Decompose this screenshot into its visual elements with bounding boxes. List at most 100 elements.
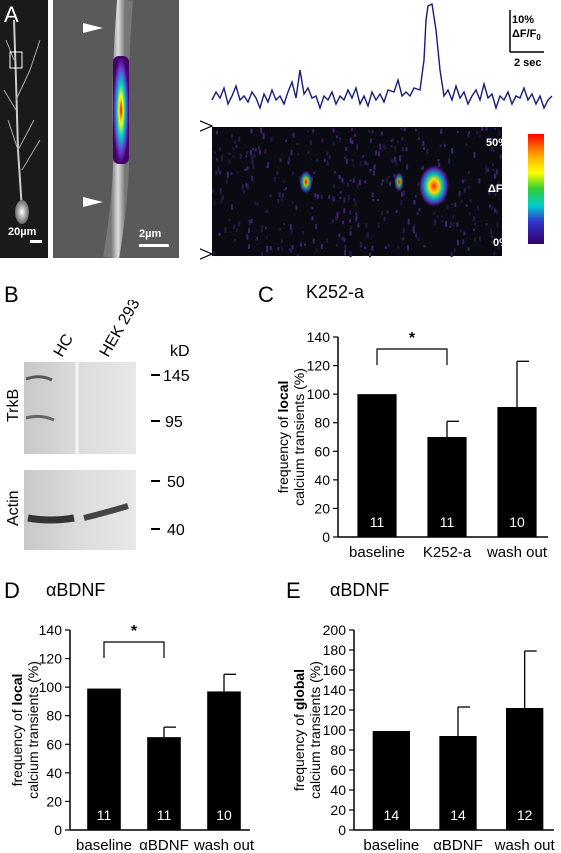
significance-star: * xyxy=(409,330,416,347)
y-axis-label-line1: frequency of global xyxy=(291,669,307,791)
bar-n-label: 14 xyxy=(384,807,400,823)
y-tick-label: 20 xyxy=(46,793,62,809)
x-tick-label: wash out xyxy=(486,544,548,561)
significance-bracket xyxy=(376,348,448,365)
y-tick-label: 120 xyxy=(307,358,331,374)
bar-n-label: 11 xyxy=(370,514,385,530)
y-tick-label: 140 xyxy=(307,329,331,345)
panel-label-b: B xyxy=(4,282,19,307)
y-tick-label: 200 xyxy=(323,622,347,638)
panel-label-d: D xyxy=(4,578,20,603)
trace-scale-y: 10% xyxy=(512,14,534,26)
y-tick-label: 40 xyxy=(46,765,62,781)
y-axis-label-line2: calcium transients (%) xyxy=(307,661,323,799)
panel-title-d: αBDNF xyxy=(46,580,106,600)
arrowhead-top-icon xyxy=(83,23,103,33)
panel-label-a: A xyxy=(4,2,19,27)
x-tick-label: baseline xyxy=(349,544,405,561)
colorbar-max: 50% xyxy=(486,137,508,149)
y-tick-label: 40 xyxy=(314,472,330,488)
bar-n-label: 10 xyxy=(509,514,525,530)
row-label-actin: Actin xyxy=(5,490,22,526)
bar-n-label: 14 xyxy=(450,807,466,823)
colorbar xyxy=(528,134,544,244)
bar-n-label: 11 xyxy=(440,514,455,530)
lane-hek293: HEK 293 xyxy=(97,300,144,360)
western-blot: 145 95 50 40 kD HC HEK 293 TrkB Actin xyxy=(5,296,190,550)
x-tick-label: αBDNF xyxy=(139,837,189,853)
panel-label-c: C xyxy=(258,282,274,307)
y-axis-label-line2: calcium transients (%) xyxy=(25,661,41,799)
colorbar-label: ΔF/F0 xyxy=(488,183,517,197)
y-tick-label: 100 xyxy=(323,722,347,738)
marker-40: 40 xyxy=(167,522,185,539)
trace-scale-x: 2 sec xyxy=(514,57,542,69)
y-tick-label: 100 xyxy=(307,386,331,402)
scale-label-dendrite: 2µm xyxy=(139,228,162,240)
y-tick-label: 60 xyxy=(46,736,62,752)
bar-chart-e: 0 20 40 60 80 100 120 140 160 180 200 14 baseline 14 α… xyxy=(291,622,556,853)
x-tick-label: baseline xyxy=(76,837,132,853)
y-axis-label-line1: frequency of local xyxy=(9,674,25,787)
linescan-noise xyxy=(212,127,502,258)
linescan-arrow-top-icon xyxy=(200,120,214,132)
x-tick-label: baseline xyxy=(363,837,419,853)
trace-and-linescan: 10% ΔF/F0 2 sec 50% 0% ΔF/F0 xyxy=(200,2,553,260)
bar--bdnf xyxy=(147,737,181,830)
panel-label-e: E xyxy=(286,578,301,603)
bar-wash-out xyxy=(506,708,544,830)
x-tick-label: αBDNF xyxy=(433,837,483,853)
bar-n-label: 10 xyxy=(216,807,232,823)
significance-bracket xyxy=(103,641,165,658)
panel-b: 145 95 50 40 kD HC HEK 293 TrkB Actin xyxy=(0,296,240,562)
y-tick-label: 0 xyxy=(322,529,330,545)
bar-n-label: 11 xyxy=(97,807,112,823)
bar-chart-d: 0 20 40 60 80 100 120 140 11 baseline 11 αBDNF 10 was… xyxy=(9,622,255,853)
row-label-trkb: TrkB xyxy=(5,389,22,422)
x-tick-label: wash out xyxy=(494,837,556,853)
y-tick-label: 140 xyxy=(323,682,347,698)
y-tick-label: 40 xyxy=(330,782,346,798)
panel-a: A 20µm 2µm 10% ΔF/F0 2 sec xyxy=(0,0,561,262)
significance-star: * xyxy=(131,623,138,640)
y-tick-label: 140 xyxy=(39,622,63,638)
panel-title-c: K252-a xyxy=(306,282,365,302)
bar-chart-c: 0 20 40 60 80 100 120 140 11 baseline 11 K252-a 10 wa… xyxy=(275,329,548,561)
y-tick-label: 80 xyxy=(330,742,346,758)
y-tick-label: 160 xyxy=(323,662,347,678)
marker-95: 95 xyxy=(165,414,183,431)
trace-scale-y-unit: ΔF/F0 xyxy=(512,28,541,42)
y-tick-label: 0 xyxy=(54,822,62,838)
bar-k252-a xyxy=(427,437,467,537)
dendrite-drawing xyxy=(83,0,169,258)
marker-145: 145 xyxy=(163,368,190,385)
colorbar-min: 0% xyxy=(493,237,509,249)
lane-hc: HC xyxy=(51,331,77,360)
bar-baseline xyxy=(357,394,397,537)
scale-bar-neuron xyxy=(30,240,42,243)
dendrite-image: 2µm xyxy=(53,0,179,258)
y-tick-label: 20 xyxy=(330,802,346,818)
x-tick-label: K252-a xyxy=(423,544,472,561)
fluorescence-trace xyxy=(211,2,553,111)
y-axis-label-line1: frequency of local xyxy=(275,381,291,494)
bar-baseline xyxy=(87,688,121,830)
bar-baseline xyxy=(372,731,410,830)
y-tick-label: 180 xyxy=(323,642,347,658)
neuron-image: A 20µm xyxy=(0,0,48,258)
kd-label: kD xyxy=(170,343,190,360)
y-tick-label: 120 xyxy=(323,702,347,718)
bar-wash-out xyxy=(497,407,537,537)
bar--bdnf xyxy=(439,736,477,830)
bar-wash-out xyxy=(207,691,241,830)
y-tick-label: 60 xyxy=(330,762,346,778)
marker-50: 50 xyxy=(167,474,185,491)
y-tick-label: 60 xyxy=(314,443,330,459)
y-tick-label: 20 xyxy=(314,500,330,516)
panel-title-e: αBDNF xyxy=(330,580,390,600)
x-tick-label: wash out xyxy=(193,837,255,853)
bar-n-label: 11 xyxy=(157,807,172,823)
scale-label-neuron: 20µm xyxy=(8,226,37,238)
y-tick-label: 120 xyxy=(39,651,63,667)
y-tick-label: 100 xyxy=(39,679,63,695)
